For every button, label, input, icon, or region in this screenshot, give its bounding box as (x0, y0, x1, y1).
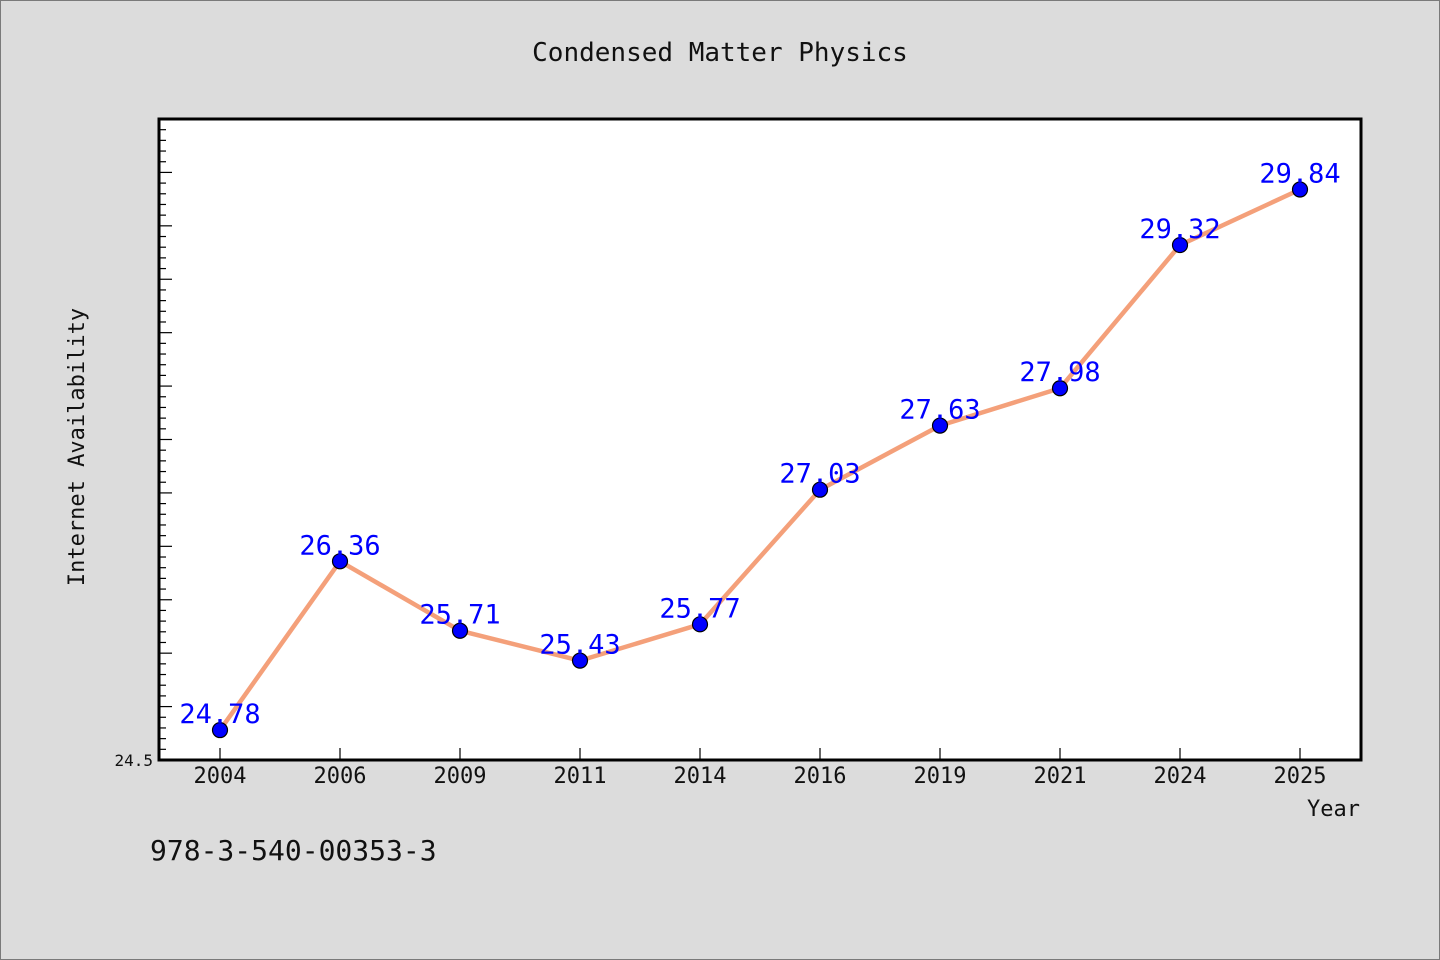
y-axis-label: Internet Availability (65, 308, 90, 586)
y-axis-ticks: 24.5 (114, 118, 172, 770)
x-tick-label: 2025 (1274, 764, 1327, 789)
x-tick-label: 2004 (194, 764, 247, 789)
data-label: 24.78 (179, 699, 260, 730)
data-point (571, 652, 589, 669)
data-point (811, 481, 829, 498)
data-label: 25.43 (539, 630, 620, 661)
data-label: 29.32 (1139, 214, 1220, 245)
isbn-footer-text: 978-3-540-00353-3 (150, 834, 437, 867)
data-point (931, 417, 949, 434)
x-tick-label: 2016 (794, 764, 847, 789)
data-point (1051, 380, 1069, 397)
data-point (1291, 181, 1309, 198)
data-label: 26.36 (299, 530, 380, 561)
data-label: 27.98 (1019, 357, 1100, 388)
x-tick-label: 2011 (554, 764, 607, 789)
data-label: 25.77 (659, 593, 740, 624)
x-tick-label: 2019 (914, 764, 967, 789)
data-point (1171, 236, 1189, 254)
y-tick-label: 24.5 (114, 751, 153, 770)
series-line (217, 187, 1303, 733)
data-point (691, 616, 709, 633)
x-tick-label: 2021 (1034, 764, 1087, 789)
chart-title: Condensed Matter Physics (532, 38, 908, 68)
x-tick-label: 2014 (674, 764, 727, 789)
data-point (331, 553, 349, 570)
x-axis-label: Year (1307, 797, 1360, 822)
x-tick-label: 2006 (314, 764, 367, 789)
data-label: 27.03 (779, 459, 860, 490)
x-axis-ticks: 2004 2006 2009 2011 2014 2016 2019 2021 2024 2025 (194, 748, 1327, 789)
data-label: 27.63 (899, 395, 980, 426)
data-point (451, 622, 469, 639)
x-tick-label: 2009 (434, 764, 487, 789)
data-label: 29.84 (1259, 159, 1340, 190)
series-layer: 24.78 26.36 25.71 25.43 25.77 27.03 27.63 27.98… (179, 159, 1341, 739)
x-tick-label: 2024 (1154, 764, 1207, 789)
data-point (211, 721, 229, 739)
data-label: 25.71 (419, 600, 500, 631)
plot-area (157, 117, 1363, 762)
